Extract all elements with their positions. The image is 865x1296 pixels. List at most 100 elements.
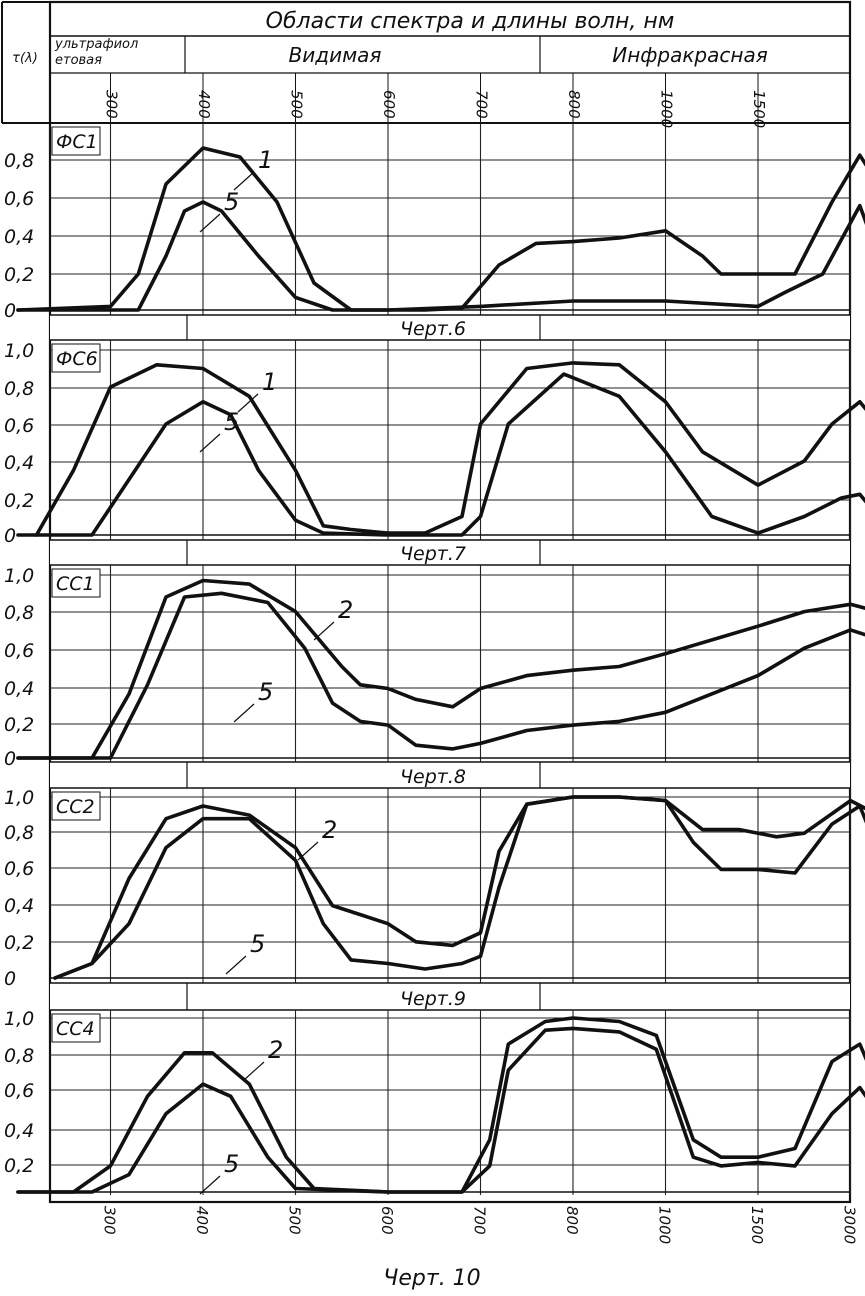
y-tick-label: 0,8 [4,150,34,172]
x-tick-label: 300 [101,1206,119,1235]
series-curve [16,1016,865,1194]
chart-panel: 1,0 0,8 0,6 0,4 0,2 0 СС2 2 5 Черт.9 [4,787,865,1011]
filter-label-box [51,791,101,821]
chart-panel: 0,8 0,6 0,4 0,2 0 ФС1 15 Черт.6 [4,123,865,341]
x-tick-label: 800 [563,1206,581,1235]
y-tick-label: 0,6 [4,858,34,880]
y-tick-label: 0,4 [4,678,34,700]
caption-band [50,983,850,1010]
caption-band [50,540,850,565]
series-curve [53,795,865,980]
header-tick-label: 400 [195,90,213,119]
series-label-leader [313,621,335,641]
y-tick-label: 0,6 [4,415,34,437]
y-tick-label: 0,2 [4,490,34,512]
series-label: 5 [224,408,239,436]
filter-label-box [51,126,101,156]
caption-band [50,315,850,340]
y-tick-label: 0,8 [4,1045,34,1067]
region-infrared: Инфракрасная [612,43,767,67]
figure-frame [1,0,852,1204]
header-title: Области спектра и длины волн, нм [266,9,675,34]
panel-caption: Черт.7 [400,543,466,565]
panel-caption: Черт.9 [400,988,466,1010]
header-tick-label: 600 [380,90,398,119]
y-tick-label: 0,4 [4,895,34,917]
series-label: 1 [258,146,273,174]
y-tick-label: 0,2 [4,264,34,286]
y-tick-label: 1,0 [4,565,34,587]
y-tick-label: 0,6 [4,1080,34,1102]
y-tick-label: 0,4 [4,226,34,248]
series-curve [16,1026,865,1194]
y-tick-label: 0,2 [4,714,34,736]
region-visible: Видимая [289,43,382,67]
series-curve [16,372,865,537]
series-curve [16,578,865,760]
y-tick-label: 0 [4,525,16,547]
x-tick-label: 700 [471,1206,489,1235]
y-tick-label: 0 [4,748,16,770]
y-tick-label: 0,2 [4,932,34,954]
chart-panel: 1,0 0,8 0,6 0,4 0,2 0 СС1 2 5 Черт.8 [4,565,865,789]
x-tick-label: 500 [286,1206,304,1235]
series-label-leader [233,171,255,191]
series-label: 5 [224,188,239,216]
header-tick-label: 300 [103,90,121,119]
series-label: 5 [250,930,265,958]
header-tick-label: 700 [473,90,491,119]
y-tick-label: 0,8 [4,822,34,844]
x-tick-label: 600 [378,1206,396,1235]
caption-band [50,762,850,788]
series-label-leader [225,955,247,975]
y-tick-label: 1,0 [4,340,34,362]
y-tick-label: 0,2 [4,1155,34,1177]
y-tick-label: 0,8 [4,602,34,624]
chart-panel: 1,0 0,8 0,6 0,4 0,2 0 ФС6 15 Черт.7 [4,340,865,566]
filter-name: СС2 [56,796,95,818]
region-uv-line-2: етовая [55,53,102,68]
series-curve [16,591,865,760]
series-label-leader [243,1061,265,1081]
series-label: 5 [224,1150,239,1178]
series-label-leader [297,841,319,861]
y-tick-label: 0 [4,300,16,322]
x-tick-label: 3000 [841,1206,859,1244]
header-tick-label: 800 [565,90,583,119]
filter-name: СС4 [56,1018,95,1040]
header-tick-label: 1000 [658,90,676,128]
x-tick-label: 400 [193,1206,211,1235]
series-label: 2 [268,1036,283,1064]
series-label: 1 [262,368,277,396]
y-tick-label: 0,8 [4,378,34,400]
series-label-leader [199,1175,221,1195]
series-label-leader [237,393,259,413]
panel-caption: Черт.8 [400,766,466,788]
header: Области спектра и длины волн, нм τ(λ) ул… [2,9,850,128]
y-tick-label: 1,0 [4,1008,34,1030]
y-tick-label: 1,0 [4,787,34,809]
header-wavelength-ticks: 300 400 500 600 700 800 1000 1500 [103,73,768,128]
filter-name: ФС6 [56,348,98,370]
panel-caption: Черт.6 [400,318,466,340]
filter-label-box [51,568,101,598]
x-tick-label: 1500 [748,1206,766,1244]
y-tick-label: 0,4 [4,1120,34,1142]
region-uv-line-1: ультрафиол [54,37,138,52]
header-tick-label: 1500 [750,90,768,128]
region-uv: ультрафиол етовая [54,37,142,68]
y-tick-label: 0,4 [4,452,34,474]
series-label: 2 [322,816,337,844]
series-label-leader [199,213,221,233]
filter-name: СС1 [56,573,95,595]
series-label: 2 [338,596,353,624]
series-curve [16,146,865,312]
series-label-leader [199,433,221,453]
y-tick-label: 0,6 [4,640,34,662]
filter-label-box [51,343,101,373]
series-label-leader [233,703,255,723]
series-curve [16,200,865,312]
panel-caption: Черт. 10 [383,1266,480,1291]
series-label: 5 [258,678,273,706]
